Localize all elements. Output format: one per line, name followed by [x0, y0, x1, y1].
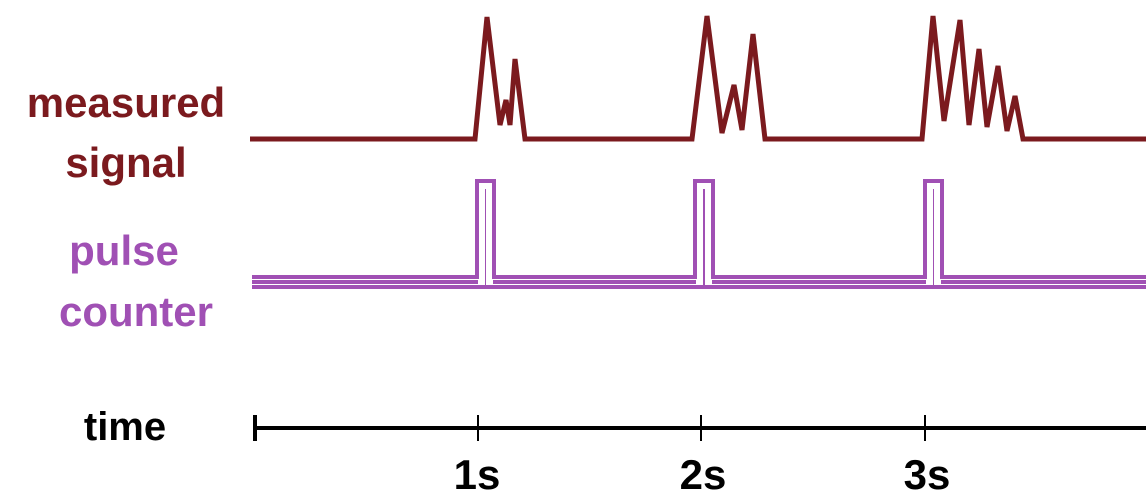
- measured-signal-trace: [250, 15, 1146, 142]
- pulse-counter-label-line2: counter: [59, 288, 213, 335]
- time-tick-label-2s: 2s: [680, 451, 727, 493]
- measured-signal-label-line2: signal: [65, 139, 186, 186]
- pulse-start-mask: [248, 270, 252, 294]
- pulse-counter-label-line1: pulse: [69, 227, 179, 274]
- time-tick-label-3s: 3s: [904, 451, 951, 493]
- measured-signal-label-line1: measured: [27, 79, 225, 126]
- time-tick-label-1s: 1s: [454, 451, 501, 493]
- pulse-counter-trace-inner: [250, 183, 1146, 285]
- time-axis-label: time: [84, 405, 166, 449]
